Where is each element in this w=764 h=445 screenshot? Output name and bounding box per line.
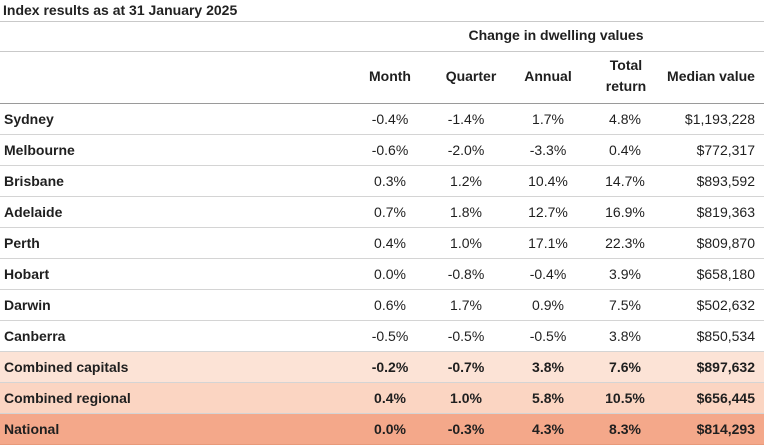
table-row: Perth 0.4% 1.0% 17.1% 22.3% $809,870 (0, 227, 764, 259)
page-title: Index results as at 31 January 2025 (3, 2, 238, 18)
col-header-total-line2: return (605, 78, 647, 94)
cell-annual: 4.3% (510, 413, 586, 445)
cell-total: 3.8% (586, 320, 664, 352)
cell-annual: -3.3% (510, 134, 586, 166)
cell-total: 10.5% (586, 382, 664, 414)
col-header-quarter: Quarter (445, 68, 497, 84)
cell-month: 0.6% (358, 289, 422, 321)
cell-annual: 3.8% (510, 351, 586, 383)
table-row: Canberra -0.5% -0.5% -0.5% 3.8% $850,534 (0, 320, 764, 352)
cell-total: 8.3% (586, 413, 664, 445)
table-row: Sydney -0.4% -1.4% 1.7% 4.8% $1,193,228 (0, 104, 764, 135)
cell-name: Combined capitals (0, 351, 358, 383)
cell-median: $819,363 (664, 196, 764, 228)
cell-name: Brisbane (0, 165, 358, 197)
cell-month: 0.0% (358, 413, 422, 445)
cell-median: $850,534 (664, 320, 764, 352)
cell-total: 7.5% (586, 289, 664, 321)
cell-month: 0.0% (358, 258, 422, 290)
cell-total: 7.6% (586, 351, 664, 383)
col-header-month: Month (369, 68, 411, 84)
table-row: Brisbane 0.3% 1.2% 10.4% 14.7% $893,592 (0, 165, 764, 197)
cell-month: -0.4% (358, 104, 422, 135)
cell-annual: -0.5% (510, 320, 586, 352)
group-header: Change in dwelling values (468, 27, 644, 43)
cell-median: $658,180 (664, 258, 764, 290)
cell-month: 0.4% (358, 382, 422, 414)
col-header-total-return: Total return (590, 55, 662, 97)
cell-total: 14.7% (586, 165, 664, 197)
cell-quarter: 1.0% (422, 227, 510, 259)
cell-name: Perth (0, 227, 358, 259)
results-table: Sydney -0.4% -1.4% 1.7% 4.8% $1,193,228 Melbou… (0, 104, 764, 445)
col-header-median: Median value (667, 68, 755, 84)
cell-annual: 0.9% (510, 289, 586, 321)
cell-median: $1,193,228 (664, 104, 764, 135)
cell-annual: 12.7% (510, 196, 586, 228)
group-header-divider (0, 51, 764, 52)
cell-annual: 1.7% (510, 104, 586, 135)
cell-annual: 5.8% (510, 382, 586, 414)
cell-month: -0.5% (358, 320, 422, 352)
cell-median: $893,592 (664, 165, 764, 197)
cell-median: $772,317 (664, 134, 764, 166)
header-divider (0, 103, 764, 104)
results-table-body: Sydney -0.4% -1.4% 1.7% 4.8% $1,193,228 Melbou… (0, 104, 764, 445)
cell-total: 22.3% (586, 227, 664, 259)
cell-name: Combined regional (0, 382, 358, 414)
cell-name: National (0, 413, 358, 445)
cell-name: Canberra (0, 320, 358, 352)
cell-quarter: 1.0% (422, 382, 510, 414)
cell-month: 0.7% (358, 196, 422, 228)
cell-median: $814,293 (664, 413, 764, 445)
cell-quarter: -2.0% (422, 134, 510, 166)
cell-total: 16.9% (586, 196, 664, 228)
cell-name: Darwin (0, 289, 358, 321)
cell-quarter: 1.8% (422, 196, 510, 228)
cell-month: -0.2% (358, 351, 422, 383)
cell-month: 0.4% (358, 227, 422, 259)
cell-total: 4.8% (586, 104, 664, 135)
table-row: Combined regional 0.4% 1.0% 5.8% 10.5% $656,4… (0, 382, 764, 414)
cell-quarter: -0.3% (422, 413, 510, 445)
cell-name: Hobart (0, 258, 358, 290)
cell-annual: -0.4% (510, 258, 586, 290)
cell-quarter: 1.2% (422, 165, 510, 197)
col-header-annual: Annual (524, 68, 572, 84)
table-row: Hobart 0.0% -0.8% -0.4% 3.9% $658,180 (0, 258, 764, 290)
cell-total: 0.4% (586, 134, 664, 166)
table-row: National 0.0% -0.3% 4.3% 8.3% $814,293 (0, 413, 764, 445)
cell-month: 0.3% (358, 165, 422, 197)
title-divider (0, 21, 764, 22)
cell-quarter: 1.7% (422, 289, 510, 321)
cell-annual: 10.4% (510, 165, 586, 197)
cell-median: $897,632 (664, 351, 764, 383)
cell-quarter: -0.8% (422, 258, 510, 290)
cell-annual: 17.1% (510, 227, 586, 259)
col-header-total-line1: Total (609, 57, 643, 73)
cell-quarter: -1.4% (422, 104, 510, 135)
cell-quarter: -0.7% (422, 351, 510, 383)
table-row: Melbourne -0.6% -2.0% -3.3% 0.4% $772,317 (0, 134, 764, 166)
cell-median: $502,632 (664, 289, 764, 321)
cell-median: $809,870 (664, 227, 764, 259)
table-row: Combined capitals -0.2% -0.7% 3.8% 7.6% $897,… (0, 351, 764, 383)
cell-median: $656,445 (664, 382, 764, 414)
cell-quarter: -0.5% (422, 320, 510, 352)
cell-name: Sydney (0, 104, 358, 135)
table-row: Adelaide 0.7% 1.8% 12.7% 16.9% $819,363 (0, 196, 764, 228)
cell-name: Adelaide (0, 196, 358, 228)
cell-total: 3.9% (586, 258, 664, 290)
cell-name: Melbourne (0, 134, 358, 166)
cell-month: -0.6% (358, 134, 422, 166)
table-row: Darwin 0.6% 1.7% 0.9% 7.5% $502,632 (0, 289, 764, 321)
